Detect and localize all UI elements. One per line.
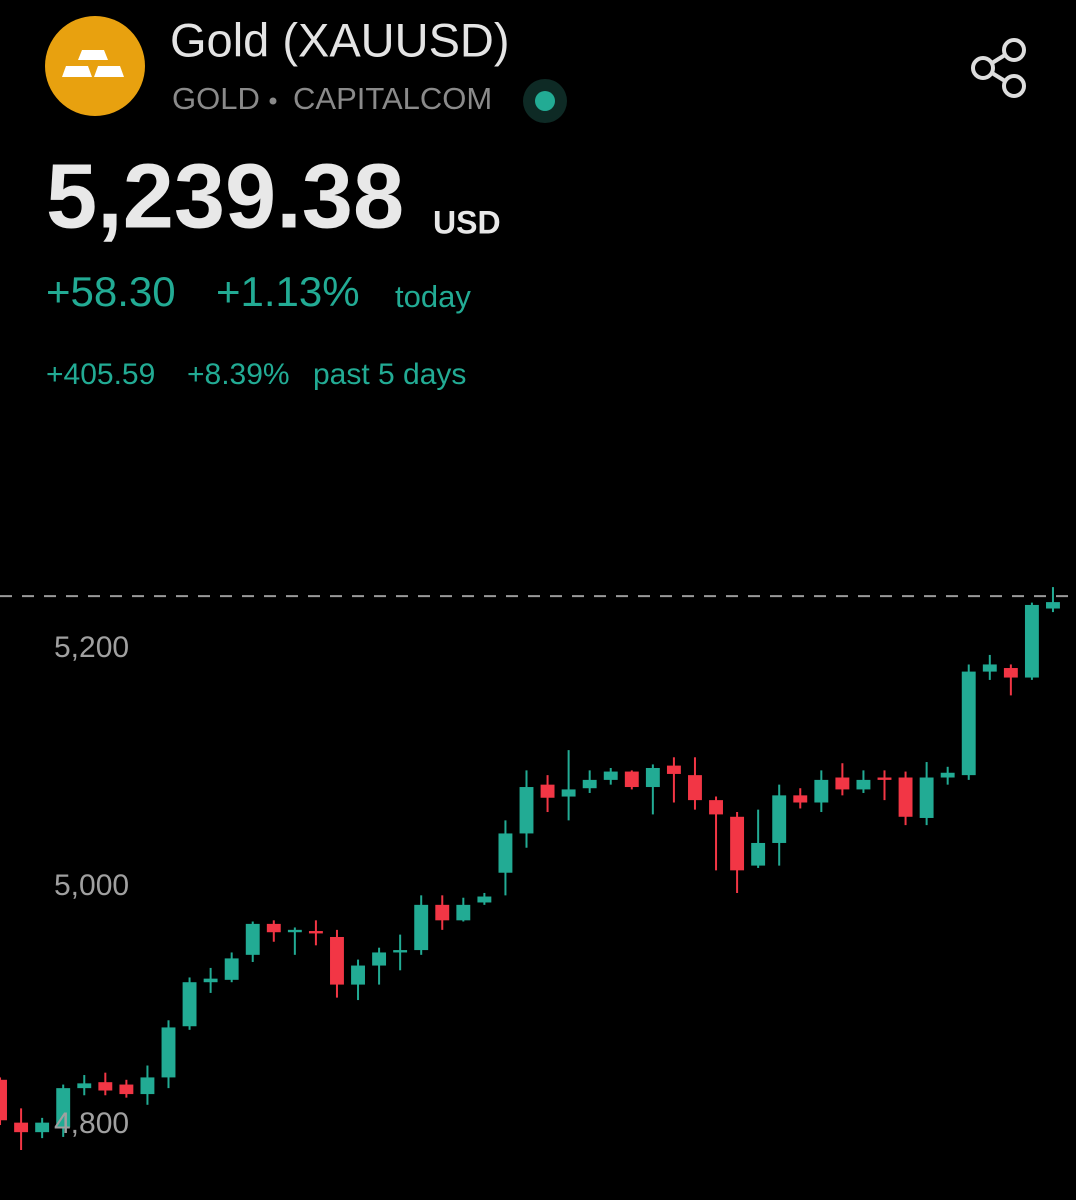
period-change: +405.59	[46, 358, 155, 391]
candle-body	[308, 931, 323, 934]
candle-body	[519, 787, 534, 834]
candle-body	[224, 958, 239, 980]
y-tick-label: 4,800	[54, 1107, 129, 1140]
candle-body	[666, 765, 681, 774]
candle-body	[0, 1079, 7, 1121]
candle-body	[772, 795, 787, 843]
candle-body	[161, 1027, 176, 1078]
market-status-dot[interactable]	[535, 91, 555, 111]
candle-body	[182, 982, 197, 1027]
candle-body	[751, 842, 766, 866]
symbol-title: Gold (XAUUSD)	[170, 13, 510, 66]
candle-body	[793, 795, 808, 803]
candle-body	[414, 904, 429, 951]
candle-body	[393, 950, 408, 953]
candle-body	[351, 965, 365, 985]
candle-body	[877, 777, 892, 780]
separator-dot	[269, 97, 277, 105]
share-button[interactable]	[971, 38, 1026, 98]
candle-body	[730, 816, 745, 871]
y-tick-label: 5,000	[54, 869, 129, 902]
candle-body	[709, 800, 723, 815]
candle-body	[435, 904, 450, 921]
candle-body	[372, 952, 387, 966]
candle-body	[35, 1122, 50, 1133]
candle-body	[456, 904, 471, 921]
candle-body	[14, 1122, 29, 1133]
period-label: past 5 days	[313, 358, 466, 391]
candle-body	[330, 936, 344, 985]
candle-body	[624, 771, 639, 788]
candle-body	[1003, 668, 1018, 678]
candle-body	[940, 772, 955, 778]
candle-body	[982, 664, 997, 672]
candle-body	[498, 833, 513, 873]
day-change-period: today	[395, 279, 471, 314]
candle-body	[287, 929, 302, 933]
symbol-logo	[45, 16, 145, 116]
candle-body	[56, 1088, 71, 1128]
symbol-ticker: GOLD	[172, 81, 260, 116]
candle-body	[603, 771, 618, 780]
candle-body	[856, 779, 871, 790]
period-change-percent: +8.39%	[187, 358, 290, 391]
candle-body	[582, 779, 597, 789]
candle-body	[898, 777, 913, 817]
candle-body	[266, 923, 281, 933]
candle-body	[540, 784, 555, 798]
candle-body	[203, 978, 218, 983]
candle-body	[98, 1082, 113, 1091]
day-change-percent: +1.13%	[216, 268, 360, 315]
price-currency: USD	[433, 204, 501, 240]
candle-body	[835, 777, 850, 790]
candle-body	[245, 923, 260, 955]
candle-body	[140, 1077, 155, 1095]
candle-body	[561, 789, 576, 797]
candle-body	[688, 775, 702, 801]
candle-body	[1046, 602, 1060, 609]
candle-body	[961, 671, 976, 776]
candle-body	[814, 779, 829, 803]
y-tick-label: 5,200	[54, 631, 129, 664]
day-change: +58.30	[46, 268, 176, 315]
last-price: 5,239.38	[46, 145, 404, 247]
candle-body	[1024, 604, 1039, 678]
candle-body	[645, 767, 660, 788]
candle-body	[77, 1083, 92, 1089]
candlestick-chart: 4,800 5,000 5,200	[0, 587, 1076, 1151]
candle-body	[477, 896, 492, 903]
candle-body	[919, 777, 934, 818]
exchange-name: CAPITALCOM	[293, 81, 492, 116]
candle-body	[119, 1084, 134, 1095]
